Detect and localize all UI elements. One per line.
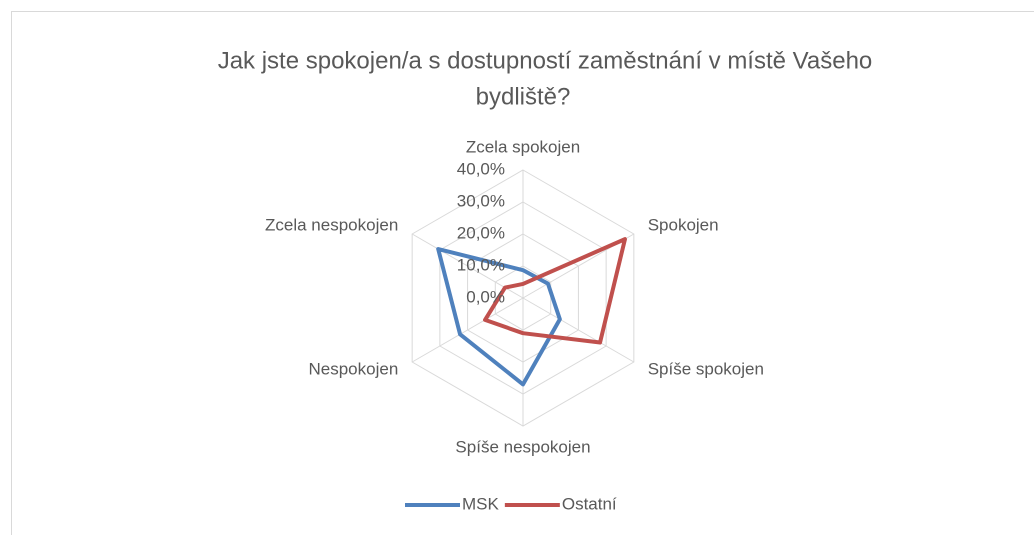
axis-tick-label: 0,0% bbox=[466, 287, 505, 306]
chart-title: Jak jste spokojen/a s dostupností zaměst… bbox=[218, 47, 873, 74]
category-label: Nespokojen bbox=[309, 359, 399, 378]
chart-title: bydliště? bbox=[476, 83, 571, 110]
category-label: Spokojen bbox=[648, 215, 719, 234]
category-label: Zcela nespokojen bbox=[265, 215, 398, 234]
category-label: Zcela spokojen bbox=[466, 137, 580, 156]
axis-tick-label: 30,0% bbox=[457, 191, 505, 210]
axis-tick-label: 20,0% bbox=[457, 223, 505, 242]
axis-tick-label: 40,0% bbox=[457, 159, 505, 178]
legend-label: MSK bbox=[462, 494, 500, 513]
category-label: Spíše nespokojen bbox=[455, 437, 590, 456]
axis-tick-label: 10,0% bbox=[457, 255, 505, 274]
category-label: Spíše spokojen bbox=[648, 359, 764, 378]
legend-label: Ostatní bbox=[562, 494, 617, 513]
